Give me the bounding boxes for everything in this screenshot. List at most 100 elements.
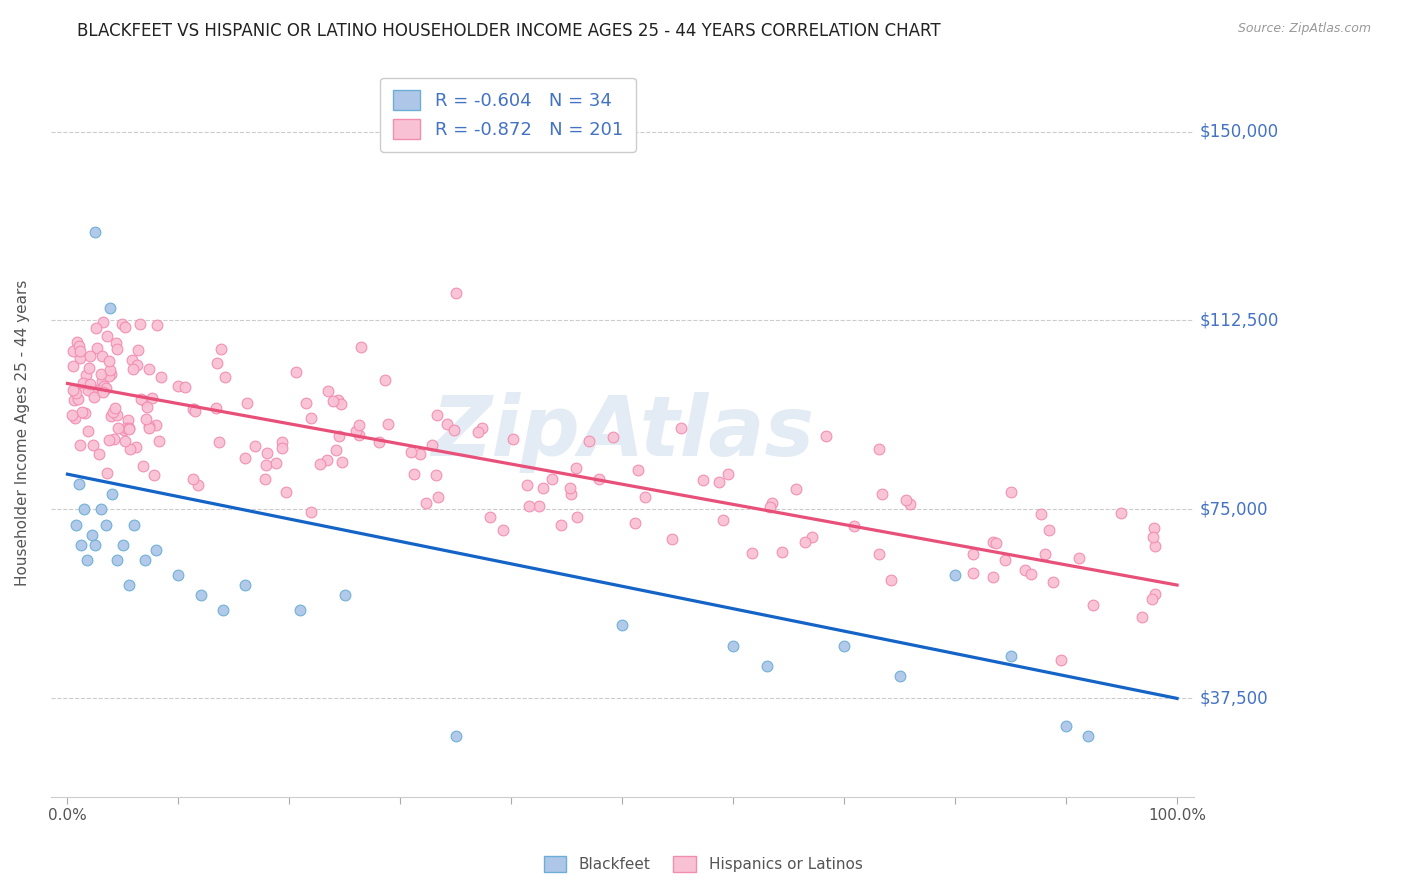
- Point: [541, 472, 564, 486]
- Point: [550, 518, 572, 533]
- Point: [588, 472, 610, 486]
- Point: [214, 370, 236, 384]
- Point: [120, 442, 142, 456]
- Point: [425, 467, 447, 482]
- Point: [67, 339, 90, 353]
- Point: [315, 453, 337, 467]
- Point: [1000, 648, 1022, 663]
- Point: [427, 490, 450, 504]
- Point: [276, 484, 298, 499]
- Point: [1130, 610, 1153, 624]
- Point: [211, 603, 233, 617]
- Point: [138, 362, 160, 376]
- Point: [77, 360, 100, 375]
- Point: [166, 379, 188, 393]
- Point: [63, 393, 86, 408]
- Point: [758, 500, 780, 514]
- Point: [994, 552, 1017, 566]
- Point: [243, 439, 266, 453]
- Point: [65, 517, 87, 532]
- Point: [65, 384, 87, 399]
- Point: [145, 418, 167, 433]
- Point: [717, 467, 740, 481]
- Point: [148, 434, 170, 448]
- Point: [565, 510, 588, 524]
- Point: [1033, 547, 1056, 561]
- Point: [103, 405, 125, 419]
- Point: [69, 538, 91, 552]
- Point: [612, 618, 634, 632]
- Text: $150,000: $150,000: [1199, 122, 1278, 141]
- Point: [236, 396, 259, 410]
- Point: [97, 434, 120, 448]
- Point: [83, 390, 105, 404]
- Point: [101, 487, 124, 501]
- Text: $112,500: $112,500: [1199, 311, 1279, 329]
- Point: [93, 379, 115, 393]
- Point: [91, 315, 114, 329]
- Point: [107, 553, 129, 567]
- Point: [374, 373, 396, 387]
- Point: [832, 639, 855, 653]
- Legend: R = -0.604   N = 34, R = -0.872   N = 201: R = -0.604 N = 34, R = -0.872 N = 201: [381, 78, 636, 152]
- Point: [479, 510, 502, 524]
- Point: [90, 349, 112, 363]
- Point: [208, 434, 231, 449]
- Point: [86, 383, 108, 397]
- Point: [73, 502, 96, 516]
- Point: [420, 438, 443, 452]
- Point: [103, 432, 125, 446]
- Point: [868, 548, 890, 562]
- Point: [409, 447, 432, 461]
- Point: [1049, 653, 1071, 667]
- Point: [69, 438, 91, 452]
- Point: [333, 588, 356, 602]
- Point: [62, 343, 84, 358]
- Point: [60, 408, 83, 422]
- Point: [205, 356, 228, 370]
- Point: [90, 502, 112, 516]
- Point: [187, 478, 209, 492]
- Point: [983, 534, 1005, 549]
- Point: [254, 472, 277, 486]
- Text: $37,500: $37,500: [1199, 690, 1268, 707]
- Point: [350, 340, 373, 354]
- Point: [87, 448, 110, 462]
- Point: [83, 383, 105, 397]
- Point: [111, 538, 134, 552]
- Point: [755, 658, 778, 673]
- Point: [898, 497, 921, 511]
- Point: [145, 318, 167, 332]
- Point: [492, 523, 515, 537]
- Point: [627, 463, 650, 477]
- Point: [444, 285, 467, 300]
- Point: [86, 320, 108, 334]
- Point: [1144, 587, 1167, 601]
- Point: [96, 466, 118, 480]
- Point: [711, 513, 734, 527]
- Point: [894, 492, 917, 507]
- Text: BLACKFEET VS HISPANIC OR LATINO HOUSEHOLDER INCOME AGES 25 - 44 YEARS CORRELATIO: BLACKFEET VS HISPANIC OR LATINO HOUSEHOL…: [77, 22, 941, 40]
- Point: [90, 374, 112, 388]
- Point: [527, 499, 550, 513]
- Point: [82, 382, 104, 396]
- Point: [104, 401, 127, 415]
- Point: [368, 435, 391, 450]
- Point: [233, 578, 256, 592]
- Point: [444, 729, 467, 743]
- Point: [842, 519, 865, 533]
- Point: [66, 392, 89, 406]
- Point: [943, 568, 966, 582]
- Point: [129, 392, 152, 406]
- Point: [70, 404, 93, 418]
- Point: [1143, 521, 1166, 535]
- Point: [98, 363, 121, 377]
- Point: [69, 344, 91, 359]
- Point: [502, 432, 524, 446]
- Point: [190, 588, 212, 602]
- Point: [290, 603, 312, 617]
- Point: [114, 420, 136, 434]
- Point: [344, 424, 367, 438]
- Point: [814, 429, 837, 443]
- Point: [76, 553, 98, 567]
